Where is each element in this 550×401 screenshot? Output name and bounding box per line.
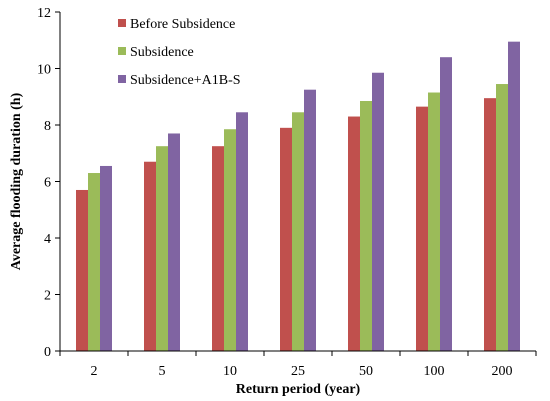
x-tick-label: 200 bbox=[492, 364, 513, 379]
legend: Before Subsidence Subsidence Subsidence+A1… bbox=[118, 17, 241, 88]
x-axis-ticks: 2 5 10 25 50 100 200 bbox=[59, 351, 537, 379]
bar-before-subsidence-10 bbox=[212, 146, 224, 351]
bar-subsidence-50 bbox=[360, 100, 372, 351]
legend-item: Subsidence+A1B-S bbox=[118, 73, 241, 88]
y-tick-label: 4 bbox=[44, 232, 51, 247]
y-tick-label: 12 bbox=[37, 6, 51, 21]
bar-subsidence-a1b-s-5 bbox=[168, 133, 180, 351]
y-tick-label: 10 bbox=[37, 63, 51, 78]
bar-before-subsidence-100 bbox=[416, 106, 428, 351]
bar-before-subsidence-200 bbox=[484, 98, 496, 351]
legend-label: Subsidence bbox=[130, 45, 194, 60]
y-axis-title: Average flooding duration (h) bbox=[9, 92, 24, 270]
y-tick-label: 2 bbox=[44, 289, 51, 304]
y-tick-label: 0 bbox=[44, 345, 51, 360]
bar-subsidence-2 bbox=[88, 173, 100, 351]
bar-subsidence-5 bbox=[156, 146, 168, 351]
bar-before-subsidence-2 bbox=[76, 189, 88, 351]
x-tick-label: 2 bbox=[91, 364, 98, 379]
bar-subsidence-a1b-s-50 bbox=[372, 72, 384, 352]
x-tick-label: 100 bbox=[424, 364, 445, 379]
bar-subsidence-10 bbox=[224, 129, 236, 351]
bar-subsidence-a1b-s-100 bbox=[440, 57, 452, 351]
x-tick-label: 50 bbox=[359, 364, 373, 379]
y-axis-ticks: 0 2 4 6 8 10 12 bbox=[37, 6, 60, 360]
bar-subsidence-a1b-s-200 bbox=[508, 41, 520, 351]
legend-label: Before Subsidence bbox=[130, 17, 235, 32]
y-tick-label: 6 bbox=[44, 176, 51, 191]
bar-subsidence-200 bbox=[496, 84, 508, 351]
legend-swatch bbox=[118, 47, 126, 55]
y-tick-label: 8 bbox=[44, 119, 51, 134]
legend-item: Before Subsidence bbox=[118, 17, 235, 32]
legend-swatch bbox=[118, 75, 126, 83]
legend-label: Subsidence+A1B-S bbox=[130, 73, 241, 88]
bar-subsidence-a1b-s-25 bbox=[304, 89, 316, 351]
bar-subsidence-25 bbox=[292, 112, 304, 351]
legend-swatch bbox=[118, 19, 126, 27]
bar-subsidence-a1b-s-10 bbox=[236, 112, 248, 351]
x-axis-title: Return period (year) bbox=[236, 382, 361, 397]
x-tick-label: 5 bbox=[159, 364, 166, 379]
legend-item: Subsidence bbox=[118, 45, 194, 60]
bar-before-subsidence-25 bbox=[280, 127, 292, 351]
bar-subsidence-100 bbox=[428, 92, 440, 351]
x-tick-label: 25 bbox=[291, 364, 305, 379]
x-tick-label: 10 bbox=[223, 364, 237, 379]
bar-before-subsidence-5 bbox=[144, 161, 156, 351]
bars bbox=[76, 41, 520, 352]
bar-subsidence-a1b-s-2 bbox=[100, 165, 112, 351]
bar-before-subsidence-50 bbox=[348, 116, 360, 352]
